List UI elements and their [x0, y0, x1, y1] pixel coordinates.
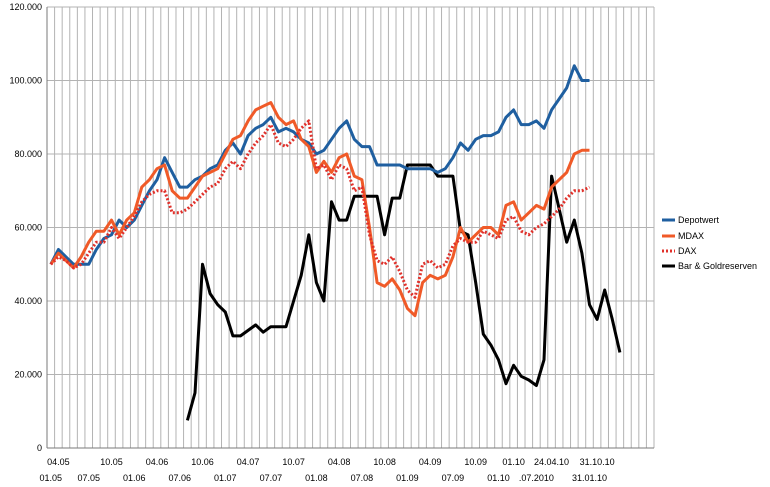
series-line-depotwert — [49, 64, 590, 266]
y-tick-label: 100.000 — [9, 76, 42, 86]
x-tick-label: 07.06 — [169, 473, 192, 483]
y-tick-label: 60.000 — [14, 223, 42, 233]
x-tick-label: 01.07 — [214, 473, 237, 483]
legend: Depotwert MDAX DAX Bar & Goldreserven — [662, 215, 757, 271]
x-tick-label: 31.01.10 — [572, 473, 607, 483]
x-tick-label: 04.06 — [146, 457, 169, 467]
axes — [46, 7, 654, 449]
x-tick-label: 10.06 — [191, 457, 214, 467]
legend-item-dax: DAX — [662, 246, 697, 256]
legend-label-mdax: MDAX — [678, 231, 704, 241]
x-tick-label: .07.2010 — [519, 473, 554, 483]
x-tick-label: 07.05 — [77, 473, 100, 483]
legend-item-depotwert: Depotwert — [662, 215, 720, 225]
x-tick-label: 10.09 — [464, 457, 487, 467]
x-tick-label: 10.05 — [100, 457, 123, 467]
x-tick-label: 04.07 — [237, 457, 260, 467]
series-line-bar-goldreserven — [185, 163, 622, 421]
x-tick-labels: 04.05 10.05 04.06 10.06 04.07 10.07 04.08 10.08… — [40, 457, 615, 483]
x-tick-label: 10.07 — [282, 457, 305, 467]
x-tick-label: 31.10.10 — [580, 457, 615, 467]
y-tick-label: 40.000 — [14, 296, 42, 306]
x-tick-label: 01.10 — [487, 473, 510, 483]
y-tick-labels: 0 20.000 40.000 60.000 80.000 100.000 120.000 — [9, 2, 42, 453]
y-tick-label: 80.000 — [14, 149, 42, 159]
grid — [47, 6, 655, 448]
x-tick-label: 07.09 — [442, 473, 465, 483]
legend-label-depotwert: Depotwert — [678, 215, 720, 225]
legend-label-bar-goldreserven: Bar & Goldreserven — [678, 261, 757, 271]
series-line-mdax — [49, 101, 590, 318]
x-tick-label: 04.09 — [419, 457, 442, 467]
x-tick-label: 01.08 — [305, 473, 328, 483]
legend-item-bar-goldreserven: Bar & Goldreserven — [662, 261, 757, 271]
x-tick-label: 07.08 — [351, 473, 374, 483]
legend-label-dax: DAX — [678, 246, 697, 256]
x-tick-label: 04.05 — [47, 457, 70, 467]
y-tick-label: 20.000 — [14, 370, 42, 380]
series-lines — [49, 64, 622, 421]
x-tick-label: 24.04.10 — [534, 457, 569, 467]
x-tick-label: 10.08 — [373, 457, 396, 467]
x-tick-label: 04.08 — [328, 457, 351, 467]
x-tick-label: 01.05 — [40, 473, 63, 483]
x-tick-label: 01.09 — [396, 473, 419, 483]
y-tick-label: 120.000 — [9, 2, 42, 12]
x-tick-label: 07.07 — [260, 473, 283, 483]
x-tick-label: 01.10 — [502, 457, 525, 467]
legend-item-mdax: MDAX — [662, 231, 704, 241]
y-tick-label: 0 — [37, 443, 42, 453]
x-tick-label: 01.06 — [123, 473, 146, 483]
